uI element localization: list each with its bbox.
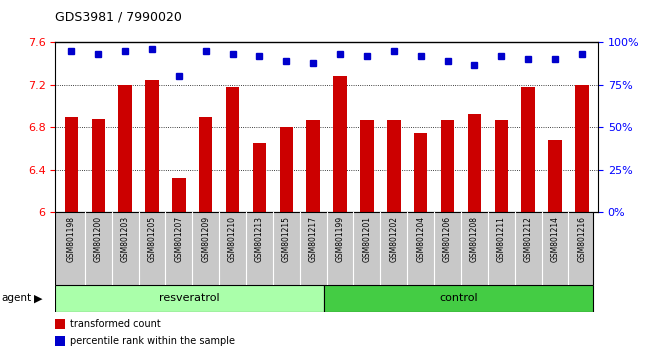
Text: GSM801200: GSM801200	[94, 216, 103, 262]
Text: GSM801206: GSM801206	[443, 216, 452, 262]
Text: agent: agent	[1, 293, 31, 303]
Bar	[575, 85, 589, 212]
Text: GSM801198: GSM801198	[67, 216, 76, 262]
Bar	[55, 336, 65, 346]
Text: GSM801212: GSM801212	[524, 216, 532, 262]
Bar	[441, 120, 454, 212]
Bar	[387, 120, 400, 212]
Text: control: control	[439, 293, 478, 303]
Bar	[360, 120, 374, 212]
Text: GSM801217: GSM801217	[309, 216, 318, 262]
Text: GSM801199: GSM801199	[335, 216, 345, 262]
Text: GSM801207: GSM801207	[174, 216, 183, 262]
Bar	[172, 178, 185, 212]
Text: GSM801201: GSM801201	[363, 216, 371, 262]
Bar	[306, 120, 320, 212]
Text: GSM801214: GSM801214	[551, 216, 560, 262]
Bar	[280, 127, 293, 212]
Bar	[118, 85, 132, 212]
Text: GSM801213: GSM801213	[255, 216, 264, 262]
Bar	[414, 133, 428, 212]
Text: GSM801211: GSM801211	[497, 216, 506, 262]
Bar	[199, 117, 213, 212]
Text: GSM801204: GSM801204	[416, 216, 425, 262]
Text: GSM801205: GSM801205	[148, 216, 157, 262]
Bar	[55, 319, 65, 329]
Text: GSM801208: GSM801208	[470, 216, 479, 262]
Bar	[521, 87, 535, 212]
Text: transformed count: transformed count	[70, 319, 161, 329]
Bar	[145, 80, 159, 212]
Bar	[226, 87, 239, 212]
Bar	[64, 117, 78, 212]
Text: ▶: ▶	[34, 293, 42, 303]
Bar	[55, 285, 324, 312]
Bar	[495, 120, 508, 212]
Text: GSM801202: GSM801202	[389, 216, 398, 262]
Text: percentile rank within the sample: percentile rank within the sample	[70, 336, 235, 346]
Text: GSM801210: GSM801210	[228, 216, 237, 262]
Text: GSM801215: GSM801215	[282, 216, 291, 262]
Bar	[549, 140, 562, 212]
Text: GSM801203: GSM801203	[121, 216, 129, 262]
Text: GDS3981 / 7990020: GDS3981 / 7990020	[55, 11, 182, 24]
Text: GSM801216: GSM801216	[577, 216, 586, 262]
Bar	[468, 114, 481, 212]
Text: GSM801209: GSM801209	[202, 216, 210, 262]
Bar	[333, 76, 347, 212]
Bar	[92, 119, 105, 212]
Bar	[253, 143, 266, 212]
Text: resveratrol: resveratrol	[159, 293, 220, 303]
Bar	[324, 285, 593, 312]
